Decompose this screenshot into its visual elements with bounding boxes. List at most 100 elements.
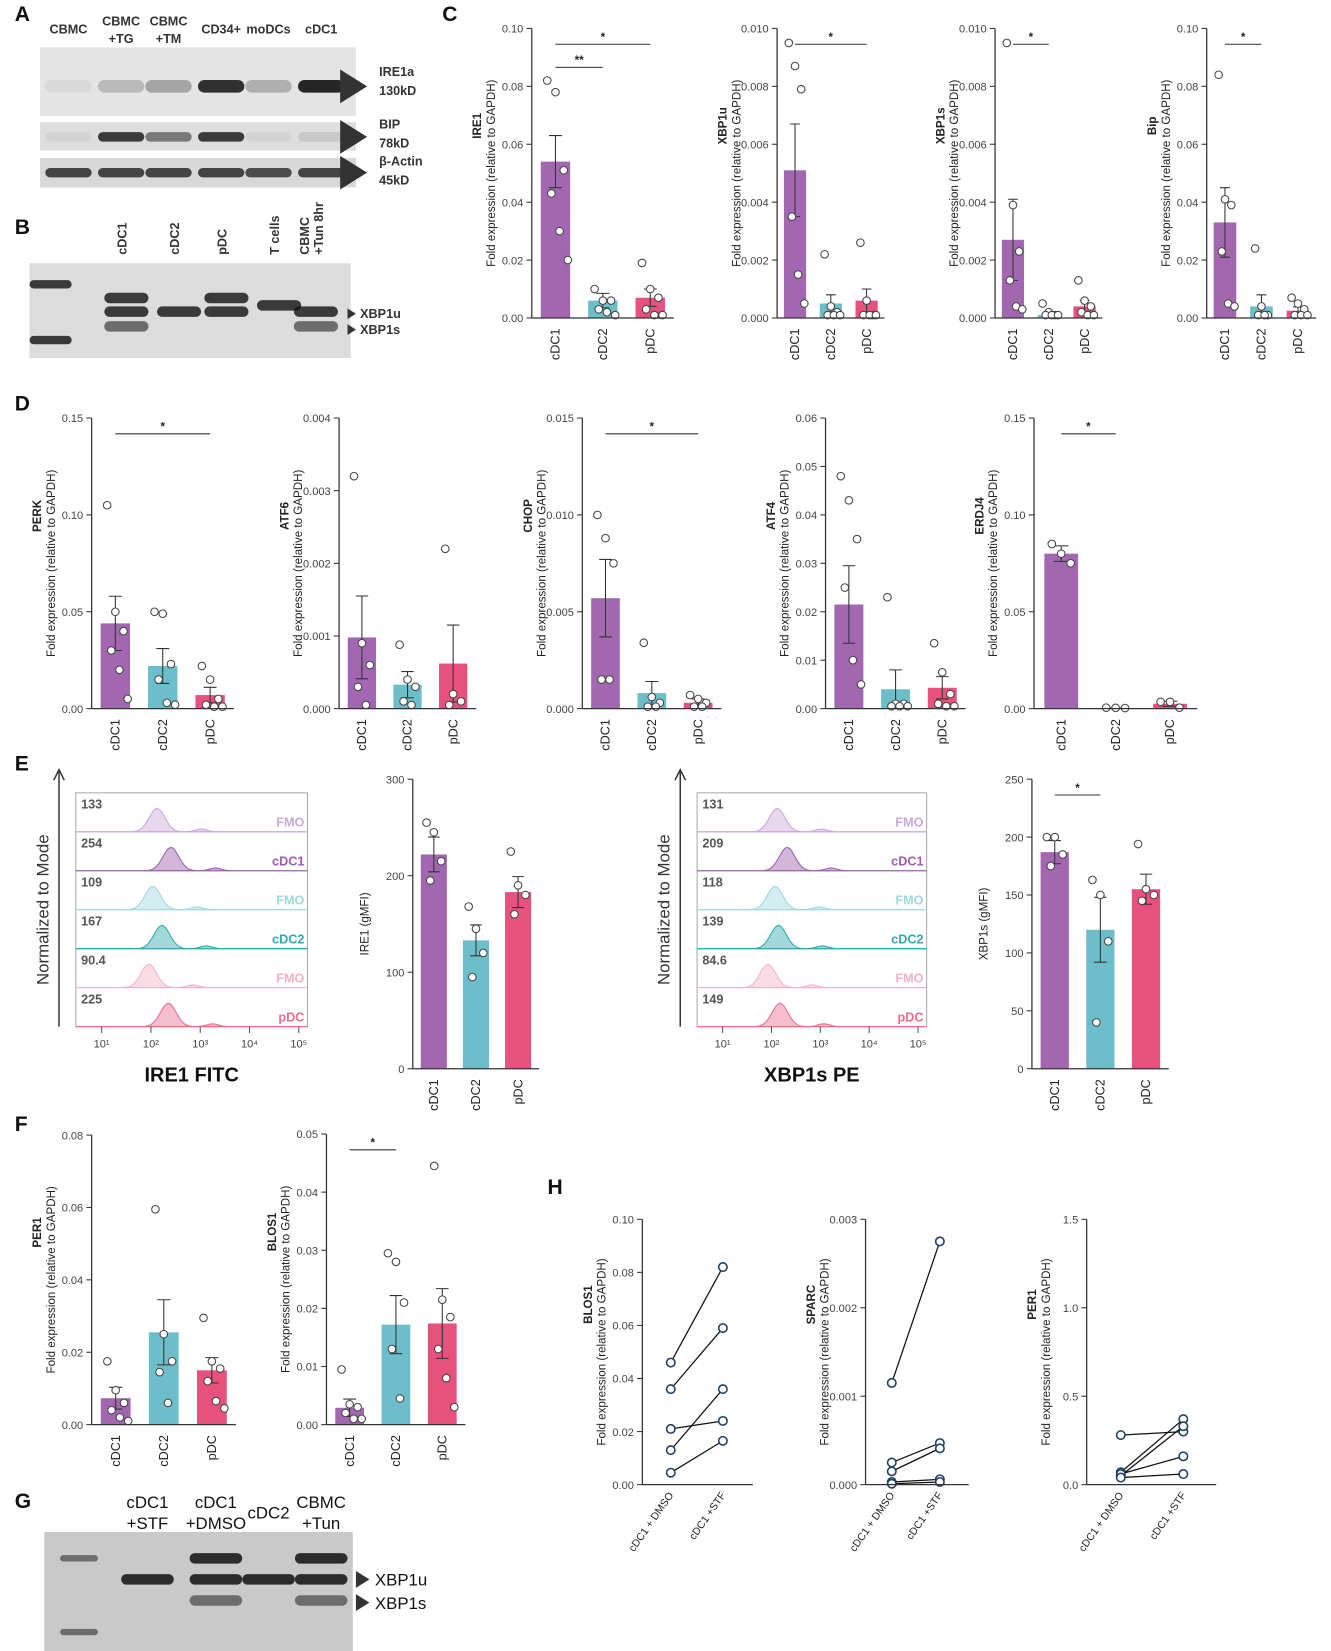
data-point [1165,697,1175,707]
data-point [521,890,530,900]
data-point [467,972,477,982]
significance-label: * [371,1138,376,1150]
y-tick-label: 0.06 [62,1203,84,1215]
bar [505,892,532,1069]
y-axis-title: Fold expression (relative to GAPDH) [780,470,792,657]
y-tick-label: 100 [386,967,404,979]
y-tick-label: 0.04 [502,197,524,209]
x-tick-label: cDC2 [389,1435,403,1467]
panel-label: G [15,1490,31,1513]
track-value: 84.6 [702,953,727,967]
y-tick-label: 0.002 [303,559,331,571]
x-tick-label: 10³ [192,1039,208,1051]
data-point [448,689,458,699]
data-point [163,1398,173,1408]
y-tick-label: 0.015 [546,413,574,425]
data-point [154,675,163,684]
y-tick-label: 0.000 [741,313,769,325]
data-point [1149,890,1159,900]
y-axis-title: Fold expression (relative to GAPDH) [1041,1258,1053,1445]
track-name: FMO [895,893,923,907]
band-label: β-Actin [379,154,422,168]
data-point [456,697,466,706]
error-bar [428,836,440,873]
track-name: pDC [898,1010,924,1024]
y-axis-gene: PERK [32,499,44,532]
data-point [1050,832,1060,842]
data-point [1137,896,1147,906]
data-point [1080,296,1089,305]
y-tick-label: 0.02 [796,607,818,619]
track-name: pDC [278,1010,304,1024]
x-tick-label: cDC2 [824,329,838,361]
data-point [387,1344,397,1354]
y-axis-title: Fold expression (relative to GAPDH) [949,79,961,266]
y-axis-title: Fold expression (relative to GAPDH) [731,79,743,266]
data-point [1141,884,1151,894]
x-tick-label: cDC2 [156,719,170,751]
x-tick-label: cDC2 [1094,1079,1108,1111]
data-point [1058,850,1067,859]
data-point [665,1467,676,1478]
y-axis-gene: CHOP [523,499,535,533]
error-bar [599,558,612,638]
x-tick-label: 10² [143,1039,159,1051]
data-point [590,284,599,294]
x-axis-title: XBP1s PE [764,1064,860,1086]
gel-band [156,306,202,317]
data-point [559,165,569,175]
gel-band [298,132,345,142]
band-arrow [347,308,356,320]
data-point [119,626,128,636]
data-point [1056,549,1066,558]
data-point [1103,937,1113,946]
gel-band [60,1628,98,1636]
data-point [665,1384,676,1395]
data-point [106,646,116,655]
gel-band [97,167,145,178]
data-point [395,1394,405,1403]
y-tick-label: 0.004 [741,197,769,209]
data-point [433,1344,443,1354]
data-point [1101,703,1111,712]
lane-label: CBMC [296,1493,346,1512]
significance-label: * [1029,32,1034,44]
x-tick-label: pDC [1163,719,1177,744]
data-point [601,533,610,543]
y-tick-label: 1.0 [1063,1303,1078,1315]
track-name: cDC1 [891,855,923,869]
gel-band [189,1595,243,1606]
x-tick-label: cDC1 +STF [1147,1490,1189,1542]
data-point [207,1356,217,1366]
data-point [151,1204,160,1214]
track-value: 167 [81,915,102,929]
data-point [844,496,854,505]
x-tick-label: cDC1 [109,719,123,751]
pair-line [891,1442,941,1464]
y-axis-gene: BLOS1 [583,1285,595,1324]
data-point [1115,1472,1126,1483]
y-tick-label: 0.02 [62,1347,84,1359]
band-label: 78kD [379,136,409,150]
gel-band [293,306,339,317]
data-point [886,1478,897,1489]
pair-line [1120,1430,1184,1436]
band-arrow [347,324,356,335]
track-value: 90.4 [81,953,106,967]
data-point [1111,703,1120,713]
y-axis-gene: ATF4 [766,501,778,530]
data-point [1096,890,1105,900]
y-axis-gene: BLOS1 [267,1212,279,1251]
gel-band [197,132,245,142]
gel-band [189,1574,243,1585]
y-tick-label: 0.04 [612,1374,634,1386]
data-point [1260,310,1269,320]
band-label: 130kD [379,84,416,98]
data-point [1042,832,1052,842]
y-tick-label: 0.06 [796,413,818,425]
gel-band [145,80,192,93]
data-point [1293,299,1303,308]
data-point [349,1414,358,1424]
y-tick-label: 0.001 [303,631,331,643]
track-value: 118 [702,876,722,890]
